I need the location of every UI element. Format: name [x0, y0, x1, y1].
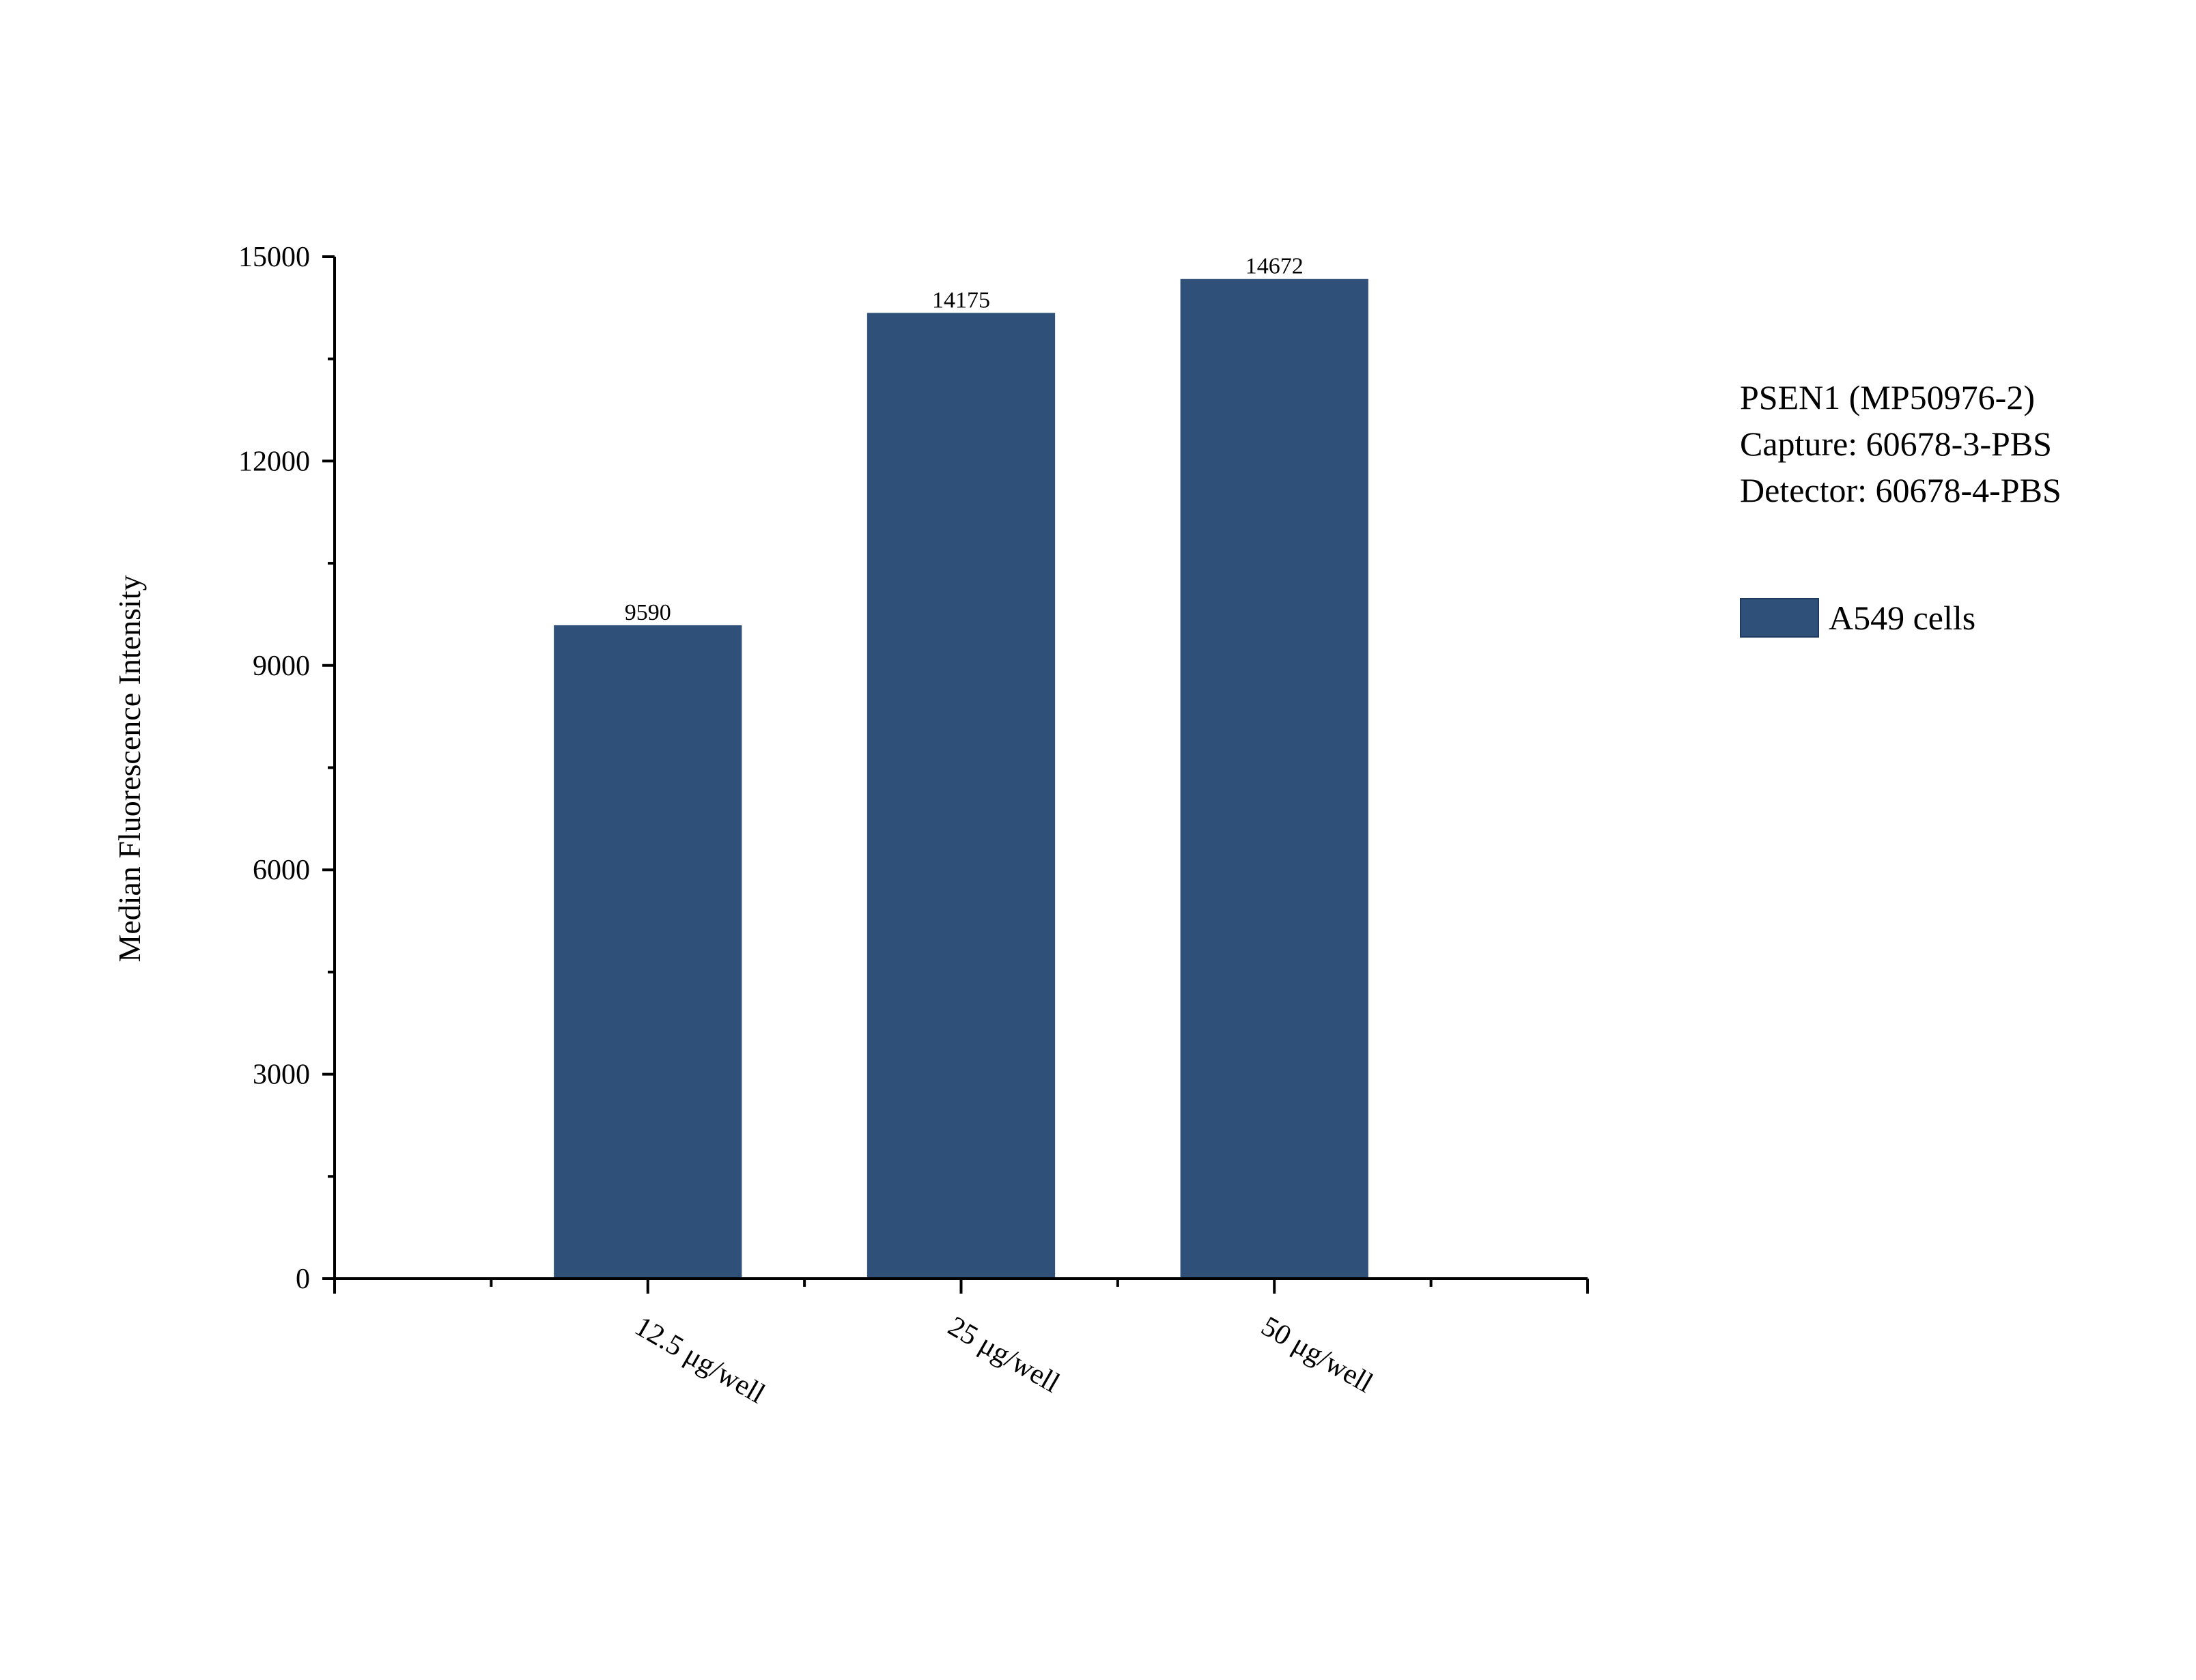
y-tick-label-6000: 6000 — [253, 855, 310, 886]
y-tick-label-12000: 12000 — [238, 446, 310, 477]
annotation-line-3: Detector: 60678-4-PBS — [1740, 471, 2061, 509]
bar-2 — [867, 313, 1056, 1279]
bar-3 — [1180, 279, 1368, 1279]
category-labels-group: 12.5 μg/well 25 μg/well 50 μg/well — [630, 1311, 1378, 1410]
x-tick-label-2: 25 μg/well — [943, 1311, 1065, 1399]
x-tick-label-1: 12.5 μg/well — [630, 1311, 770, 1410]
legend: A549 cells — [1740, 598, 1975, 638]
bars-group — [554, 279, 1368, 1279]
legend-label: A549 cells — [1829, 599, 1976, 637]
annotation-line-2: Capture: 60678-3-PBS — [1740, 425, 2052, 463]
annotation-line-1: PSEN1 (MP50976-2) — [1740, 378, 2035, 416]
y-tick-label-9000: 9000 — [253, 651, 310, 682]
y-axis-title: Median Fluorescence Intensity — [112, 575, 147, 962]
x-tick-label-3: 50 μg/well — [1256, 1311, 1378, 1399]
bar-1 — [554, 625, 742, 1279]
y-ticks-group: 0 3000 6000 9000 12000 15000 — [238, 242, 335, 1295]
chart-annotation: PSEN1 (MP50976-2) Capture: 60678-3-PBS D… — [1740, 374, 2061, 513]
x-ticks-group — [333, 1279, 1589, 1294]
data-label-3: 14672 — [1245, 254, 1304, 279]
data-label-1: 9590 — [625, 600, 671, 625]
y-tick-label-0: 0 — [296, 1264, 310, 1295]
y-tick-label-3000: 3000 — [253, 1059, 310, 1091]
y-tick-label-15000: 15000 — [238, 242, 310, 273]
legend-swatch — [1740, 598, 1819, 638]
data-labels-group: 9590 14175 14672 — [625, 254, 1304, 625]
data-label-2: 14175 — [932, 287, 990, 313]
